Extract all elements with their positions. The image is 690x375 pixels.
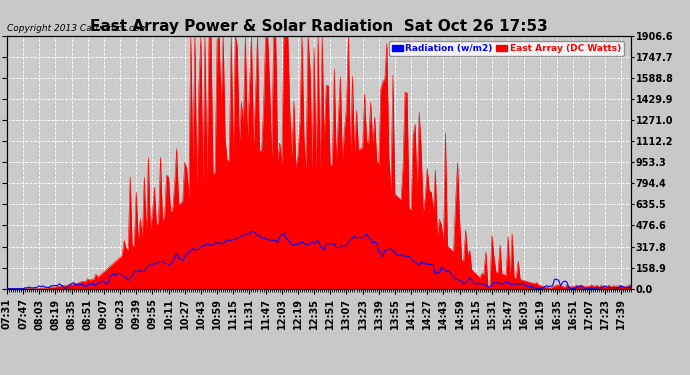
Title: East Array Power & Solar Radiation  Sat Oct 26 17:53: East Array Power & Solar Radiation Sat O… <box>90 20 548 34</box>
Text: Copyright 2013 Cartronics.com: Copyright 2013 Cartronics.com <box>7 24 148 33</box>
Legend: Radiation (w/m2), East Array (DC Watts): Radiation (w/m2), East Array (DC Watts) <box>389 41 624 56</box>
